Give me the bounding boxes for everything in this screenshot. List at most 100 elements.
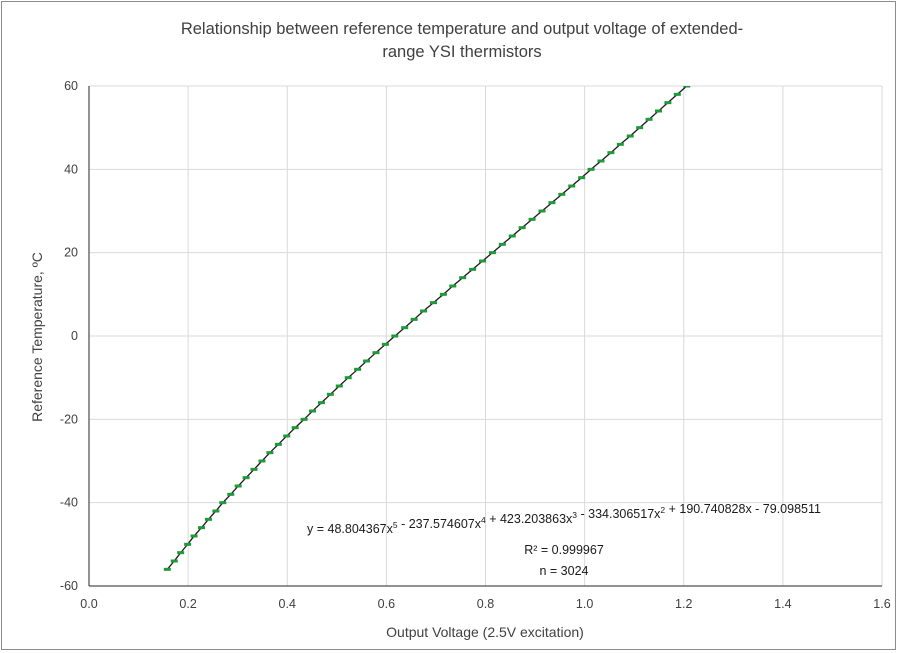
data-point [538, 209, 546, 213]
data-point [548, 201, 556, 205]
n-count-label: n = 3024 [539, 564, 588, 578]
x-tick-label: 1.0 [576, 597, 593, 611]
y-tick-label: -40 [60, 496, 78, 510]
data-point [702, 68, 709, 71]
tick-labels-layer: 0.0 0.2 0.4 0.6 0.8 1.0 1.2 1.4 1.6 -60 -40 -20 0 20 4… [60, 79, 891, 611]
trendline-path [166, 86, 688, 570]
data-point [673, 92, 681, 96]
y-axis-title: Reference Temperature, ºC [29, 252, 45, 422]
data-point [729, 43, 736, 46]
data-point [607, 151, 615, 155]
equation-exponent: 5 [393, 520, 398, 530]
data-point [381, 342, 389, 346]
data-point [508, 234, 516, 238]
data-point [283, 434, 291, 438]
data-point [266, 451, 274, 455]
data-point [772, 2, 779, 4]
data-point [720, 51, 727, 54]
data-point [354, 367, 362, 371]
equation-exponent: 2 [660, 505, 665, 515]
data-point [242, 476, 250, 480]
data-point [747, 26, 754, 29]
data-point [459, 276, 467, 280]
data-point [449, 284, 457, 288]
data-point [654, 109, 662, 113]
data-point [587, 167, 595, 171]
equation-term: + 423.203863x [486, 512, 573, 526]
data-point [177, 551, 185, 555]
data-point [344, 376, 352, 380]
data-point [616, 142, 624, 146]
data-point [755, 18, 762, 21]
trendline-equation: y = 48.804367x5 - 237.574607x4 + 423.203… [307, 502, 821, 536]
data-point [212, 509, 220, 513]
data-point [420, 309, 428, 313]
x-tick-label: 1.4 [774, 597, 791, 611]
data-point [711, 60, 718, 63]
data-point [300, 417, 308, 421]
x-tick-label: 0.4 [279, 597, 296, 611]
data-point [401, 326, 409, 330]
x-tick-label: 0.8 [477, 597, 494, 611]
data-point [184, 542, 192, 546]
data-point [170, 559, 178, 563]
data-point [645, 117, 653, 121]
data-point [163, 567, 171, 571]
data-point [528, 217, 536, 221]
x-tick-label: 1.6 [873, 597, 890, 611]
data-point [258, 459, 266, 463]
data-point [636, 126, 644, 130]
data-point [309, 409, 317, 413]
data-point [518, 226, 526, 230]
trendline-layer [166, 86, 688, 570]
chart-title-line-1: Relationship between reference temperatu… [181, 20, 743, 38]
data-point [597, 159, 605, 163]
equation-exponent: 4 [481, 515, 486, 525]
y-tick-label: 40 [64, 162, 78, 176]
data-point [363, 359, 371, 363]
x-axis-title: Output Voltage (2.5V excitation) [386, 624, 584, 640]
data-point [410, 317, 418, 321]
y-tick-label: -60 [60, 579, 78, 593]
equation-term: - 334.306517x [577, 507, 661, 521]
equation-exponent: 3 [572, 510, 577, 520]
data-point [664, 101, 672, 105]
equation-term: + 190.740828x - 79.098511 [665, 502, 821, 516]
data-point [439, 292, 447, 296]
data-point [479, 259, 487, 263]
data-point [693, 76, 700, 79]
data-point [190, 534, 198, 538]
data-point [250, 467, 258, 471]
equation-term: - 237.574607x [398, 517, 482, 531]
data-points-layer [163, 2, 779, 571]
data-point [326, 392, 334, 396]
x-tick-label: 0.2 [179, 597, 196, 611]
x-tick-label: 0.6 [378, 597, 395, 611]
data-point [204, 517, 212, 521]
data-point [626, 134, 634, 138]
data-point [568, 184, 576, 188]
data-point [683, 86, 691, 88]
x-tick-label: 0.0 [80, 597, 97, 611]
y-tick-label: 20 [64, 246, 78, 260]
y-tick-label: 0 [71, 329, 78, 343]
r-squared-label: R² = 0.999967 [524, 543, 604, 557]
data-point [291, 426, 299, 430]
data-point [558, 192, 566, 196]
data-point [372, 351, 380, 355]
data-point [335, 384, 343, 388]
data-point [227, 492, 235, 496]
data-point [274, 442, 282, 446]
data-point [764, 10, 771, 13]
y-tick-label: 60 [64, 79, 78, 93]
data-point [488, 251, 496, 255]
chart-title-line-2: range YSI thermistors [382, 43, 541, 61]
y-tick-label: -20 [60, 412, 78, 426]
data-point [429, 301, 437, 305]
axis-layer [88, 86, 882, 587]
data-point [234, 484, 242, 488]
data-point [578, 176, 586, 180]
data-point [498, 242, 506, 246]
